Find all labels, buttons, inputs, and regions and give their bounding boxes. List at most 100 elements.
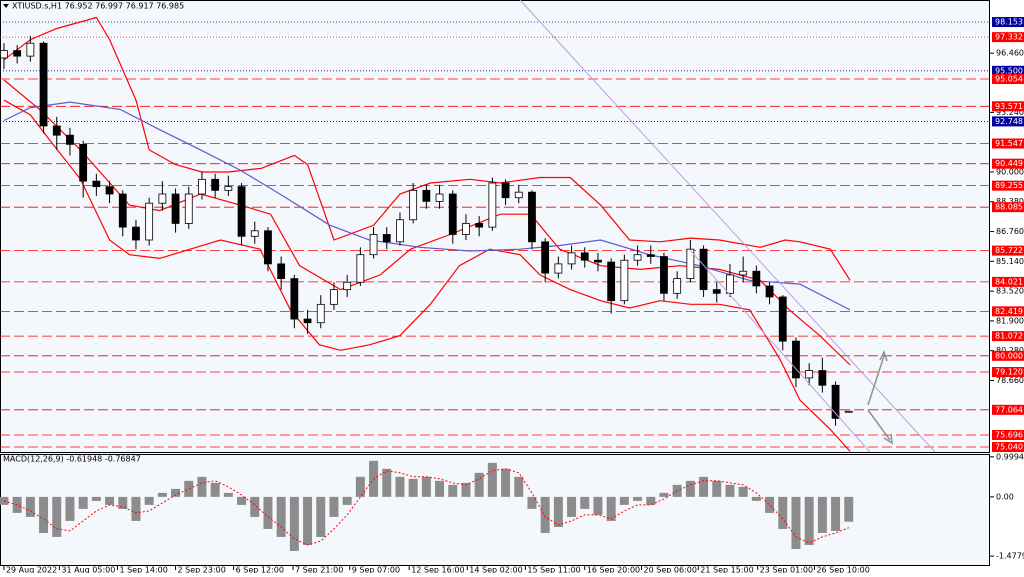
arrow-up — [867, 350, 888, 406]
macd-bar — [712, 480, 722, 497]
candle-body — [343, 281, 352, 291]
level-label: 80.000 — [995, 351, 1023, 360]
indicator-line — [3, 16, 851, 281]
channel-line — [689, 249, 871, 453]
y-tick-label: 80.280 — [996, 346, 1024, 355]
candle-body — [66, 134, 74, 145]
level-box — [992, 74, 1024, 85]
macd-bar — [329, 496, 339, 517]
candle-body — [211, 178, 220, 191]
macd-bar — [527, 496, 537, 509]
level-box — [992, 101, 1024, 112]
level-label: 82.419 — [995, 307, 1023, 316]
level-box — [992, 350, 1024, 361]
macd-bar — [276, 496, 286, 537]
candle-body — [686, 248, 695, 280]
candle-body — [739, 270, 748, 276]
macd-bar — [435, 480, 445, 497]
candle-body — [805, 370, 814, 379]
macd-bar — [844, 496, 854, 522]
candle-body — [475, 223, 484, 228]
macd-bar — [171, 488, 181, 497]
macd-bar — [184, 480, 194, 497]
macd-signal — [3, 468, 849, 546]
candle-body — [237, 186, 246, 237]
macd-bar — [659, 492, 669, 497]
candle-body — [13, 50, 22, 57]
macd-bar — [131, 496, 141, 521]
candle-body — [580, 252, 589, 261]
level-box — [992, 180, 1024, 191]
level-label: 92.748 — [995, 117, 1023, 126]
main-frame — [0, 0, 990, 453]
candle-body — [330, 289, 338, 305]
candle-body — [422, 189, 431, 202]
macd-bar — [250, 496, 260, 517]
macd-bar — [685, 480, 695, 497]
level-label: 97.332 — [995, 33, 1023, 42]
macd-bar — [118, 496, 128, 509]
x-tick-label: 29 Aug 2022 — [6, 566, 57, 573]
macd-bar — [39, 496, 49, 533]
macd-bar — [699, 476, 709, 497]
level-box — [992, 116, 1024, 127]
macd-bar — [474, 472, 484, 497]
candle-body — [752, 270, 761, 287]
candle-body — [646, 254, 655, 257]
y-tick-label: 88.380 — [996, 197, 1024, 206]
candle-body — [567, 252, 576, 265]
level-label: 95.500 — [995, 66, 1023, 75]
macd-bar — [580, 496, 590, 509]
candle-body — [541, 241, 550, 274]
chart-title: XTIUSD.s,H1 76.952 76.997 76.917 76.985 — [12, 2, 184, 11]
macd-bar — [303, 496, 313, 545]
candle-body — [369, 234, 378, 256]
level-box — [992, 32, 1024, 43]
candle-body — [118, 193, 127, 228]
macd-label: MACD(12,26,9) -0.61948 -0.76847 — [3, 455, 141, 464]
x-tick-label: 26 Sep 10:00 — [816, 566, 869, 573]
macd-bar — [157, 492, 167, 497]
candle-body — [501, 182, 510, 199]
y-tick-label: 83.520 — [996, 287, 1024, 296]
candle-body — [765, 285, 774, 298]
macd-bar — [263, 496, 273, 529]
candle-body — [26, 42, 35, 57]
macd-bar — [619, 496, 629, 505]
candle-body — [303, 318, 312, 324]
x-tick-label: 12 Sep 16:00 — [411, 566, 464, 573]
macd-bar — [804, 496, 814, 545]
candle-body — [778, 296, 787, 342]
x-tick-label: 6 Sep 12:00 — [236, 566, 284, 573]
x-tick-label: 2 Sep 23:00 — [178, 566, 226, 573]
candle-body — [145, 202, 154, 241]
level-box — [992, 138, 1024, 149]
macd-bar — [395, 476, 405, 497]
macd-bar — [593, 496, 603, 515]
candle-body — [844, 410, 853, 413]
candle-body — [382, 234, 391, 243]
level-box — [992, 429, 1024, 440]
candle-body — [171, 193, 180, 224]
candle-body — [250, 230, 259, 237]
candle-body — [132, 226, 140, 241]
candle-body — [92, 180, 101, 188]
menu-icon — [3, 4, 9, 8]
macd-bar — [144, 496, 154, 505]
macd-bar — [197, 476, 207, 497]
y-tick-label: 96.460 — [996, 49, 1024, 58]
y-tick-label: 78.660 — [996, 376, 1024, 385]
level-label: 75.040 — [995, 443, 1023, 452]
candle-body — [277, 263, 286, 280]
candle-body — [264, 230, 272, 265]
macd-frame — [0, 454, 990, 566]
macd-bar — [540, 496, 550, 533]
macd-bar — [633, 496, 643, 501]
macd-bar — [567, 496, 577, 517]
macd-bar — [751, 496, 761, 501]
candle-body — [831, 384, 840, 419]
x-tick-label: 31 Aug 05:00 — [61, 566, 115, 573]
level-box — [992, 367, 1024, 378]
level-label: 79.120 — [995, 368, 1023, 377]
